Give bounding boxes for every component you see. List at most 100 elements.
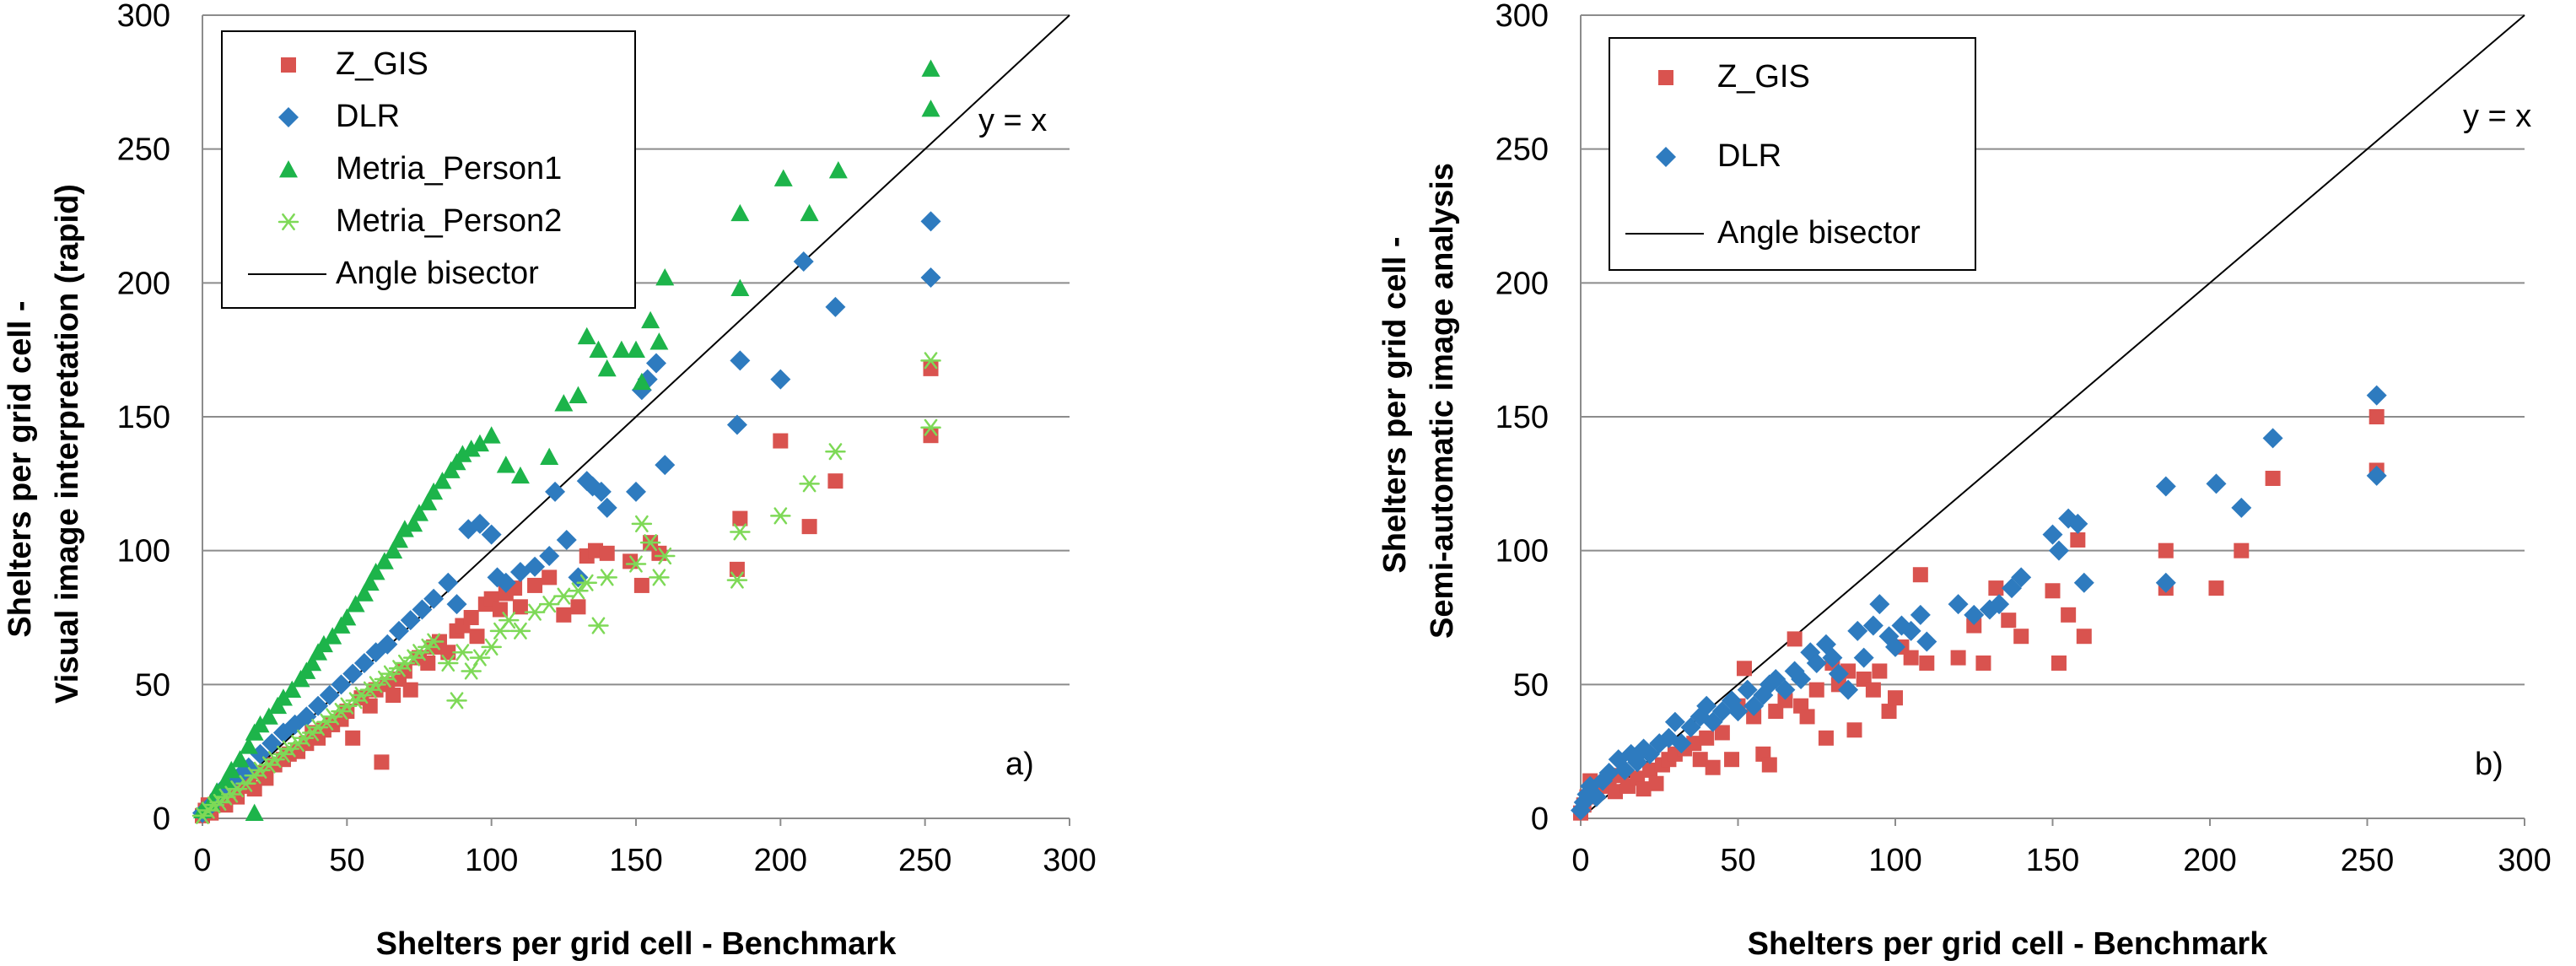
data-point-metria-person2-a-stroke <box>579 574 594 591</box>
data-point-dlr-a <box>438 572 459 593</box>
data-point-metria-person2-a-stroke <box>542 596 557 613</box>
data-point-dlr-a <box>539 546 560 567</box>
data-point-z-gis-b <box>1988 580 2004 596</box>
data-point-metria-person1-a <box>245 803 264 822</box>
angle-bisector-line-b <box>1580 14 2525 819</box>
data-point-dlr-a <box>389 620 410 641</box>
data-point-metria-person1-a <box>921 100 940 117</box>
x-tick-label-300-b: 300 <box>2498 843 2551 878</box>
data-point-dlr-b <box>2366 465 2387 486</box>
data-point-z-gis-b <box>1786 631 1803 647</box>
y-tick-label-300-a: 300 <box>117 0 170 34</box>
data-point-metria-person2-a-stroke <box>528 603 542 621</box>
data-point-metria-person2-a <box>438 654 459 672</box>
x-tick-label-300-a: 300 <box>1043 843 1096 878</box>
x-tick-label-200-a: 200 <box>754 843 807 878</box>
data-point-dlr-a <box>469 513 490 534</box>
data-point-metria-person2-a-stroke <box>730 571 744 589</box>
data-point-metria-person2-a-stroke <box>464 662 478 680</box>
legend-markers-b <box>1625 70 1704 235</box>
data-point-metria-person1-a <box>540 447 559 465</box>
data-point-z-gis-b <box>1699 730 1715 746</box>
x-tick-label-150-a: 150 <box>609 843 662 878</box>
data-point-metria-person2-a <box>576 574 597 591</box>
data-point-z-gis-b <box>1648 775 1664 791</box>
data-point-metria-person2-a <box>799 475 820 493</box>
x-tick-label-50-b: 50 <box>1720 843 1755 878</box>
data-point-z-gis-a <box>463 610 479 625</box>
data-point-metria-person2-a-stroke <box>441 654 455 672</box>
data-point-metria-person2-a <box>538 596 560 613</box>
data-point-z-gis-b <box>1642 762 1658 778</box>
y-axis-label-line1-b: Shelters per grid cell - <box>1377 236 1413 573</box>
data-point-z-gis-a <box>542 569 558 586</box>
data-point-metria-person1-a <box>612 340 631 359</box>
y-equals-x-annotation-a: y = x <box>978 103 1047 138</box>
x-tick-label-250-b: 250 <box>2341 843 2394 878</box>
data-point-dlr-a <box>495 572 516 593</box>
data-point-metria-person2-a-stroke <box>514 622 527 640</box>
y-tick-label-50-b: 50 <box>1513 667 1549 703</box>
data-point-metria-person2-a <box>920 352 941 370</box>
data-point-dlr-a <box>296 706 317 727</box>
data-point-z-gis-b <box>1903 650 1919 666</box>
data-point-dlr-a <box>645 353 666 374</box>
data-point-metria-person2-a <box>524 603 546 621</box>
y-tick-label-100-b: 100 <box>1495 534 1549 569</box>
data-point-dlr-b <box>1664 711 1685 732</box>
data-point-dlr-b <box>1910 604 1931 625</box>
data-point-metria-person1-a <box>366 563 385 580</box>
data-point-z-gis-b <box>2265 470 2281 486</box>
data-point-z-gis-b <box>1975 655 1991 671</box>
data-point-metria-person2-a <box>509 622 531 640</box>
data-point-dlr-b <box>2262 428 2283 449</box>
data-point-dlr-b <box>2073 572 2094 593</box>
data-point-dlr-a <box>626 481 646 502</box>
data-point-metria-person2-a <box>461 662 482 680</box>
data-point-metria-person2-a-stroke <box>733 523 747 541</box>
legend-marker-metria-person1-a <box>279 160 298 178</box>
data-point-z-gis-a <box>599 545 615 561</box>
data-point-z-gis-a <box>801 519 817 535</box>
y-tick-label-100-a: 100 <box>117 534 170 569</box>
data-point-metria-person1-a <box>577 326 596 345</box>
x-tick-label-0-a: 0 <box>193 843 211 878</box>
data-point-dlr-b <box>1598 763 1619 784</box>
panel-label-b: b) <box>2475 747 2503 782</box>
data-point-dlr-b <box>1806 652 1827 673</box>
data-point-dlr-b <box>1964 604 1985 625</box>
x-tick-label-150-b: 150 <box>2026 843 2079 878</box>
y-axis-label-line2-b: Semi-automatic image analysis <box>1425 163 1460 639</box>
data-point-metria-person1-a <box>800 203 819 222</box>
data-point-metria-person2-a <box>452 644 473 661</box>
x-tick-label-200-b: 200 <box>2183 843 2236 878</box>
data-point-metria-person2-a-stroke <box>427 633 440 650</box>
data-point-z-gis-a <box>570 599 586 615</box>
legend-label-angle-bisector-b: Angle bisector <box>1717 215 1921 251</box>
data-point-dlr-a <box>342 663 364 684</box>
y-tick-label-150-b: 150 <box>1495 400 1549 435</box>
data-point-metria-person2-a <box>588 617 609 634</box>
legend-marker-z-gis-a <box>281 57 296 73</box>
y-equals-x-annotation-b: y = x <box>2463 99 2531 134</box>
data-point-metria-person1-a <box>589 340 608 359</box>
legend-label-metria-person1-a: Metria_Person1 <box>336 151 562 186</box>
data-point-metria-person1-a <box>259 707 278 725</box>
x-axis-label-a: Shelters per grid cell - Benchmark <box>376 926 897 962</box>
data-point-metria-person1-a <box>346 595 365 613</box>
angle-bisector-b <box>1580 14 2525 819</box>
data-point-metria-person2-a-stroke <box>591 617 606 634</box>
data-point-z-gis-b <box>1636 781 1652 797</box>
data-point-z-gis-b <box>2369 409 2385 424</box>
y-tick-label-300-b: 300 <box>1495 0 1549 34</box>
data-point-metria-person2-a <box>498 612 520 629</box>
data-point-z-gis-b <box>1746 709 1762 725</box>
series-metria-person2-a <box>191 352 941 824</box>
y-tick-label-150-a: 150 <box>117 400 170 435</box>
legend-label-dlr-b: DLR <box>1717 138 1781 174</box>
data-point-dlr-b <box>2011 567 2032 588</box>
data-point-dlr-b <box>2231 497 2252 518</box>
data-point-metria-person1-a <box>470 434 489 452</box>
series-dlr-b <box>1571 385 2387 821</box>
data-point-dlr-a <box>920 267 941 288</box>
